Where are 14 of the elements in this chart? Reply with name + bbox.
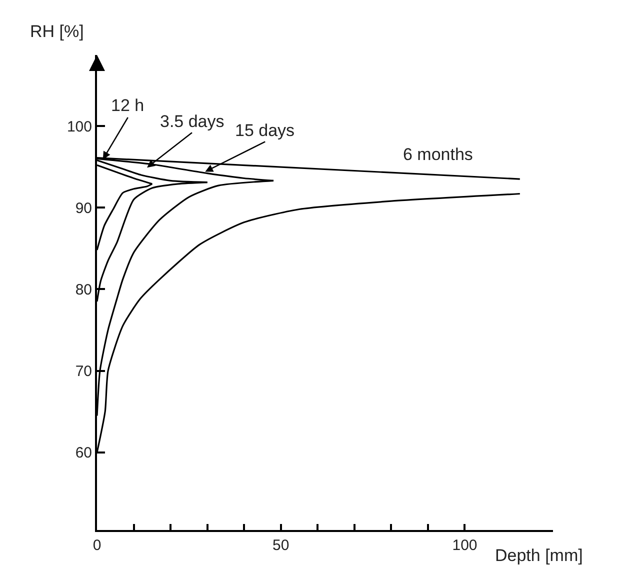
y-tick-label: 90 [75,200,92,217]
x-axis-title: Depth [mm] [495,546,583,565]
annotation: 12 h [111,96,144,115]
annotation: 6 months [403,145,473,164]
annotation: 3.5 days [160,112,224,131]
y-tick-label: 60 [75,444,92,462]
y-tick-label: 80 [75,281,92,298]
x-tick-label: 50 [272,537,290,554]
annotation: 15 days [235,121,295,140]
y-tick-label: 100 [66,118,92,136]
y-axis-title: RH [%] [30,22,84,41]
y-tick-label: 70 [75,363,92,380]
x-tick-label: 0 [92,537,102,554]
x-tick-label: 100 [452,537,478,554]
